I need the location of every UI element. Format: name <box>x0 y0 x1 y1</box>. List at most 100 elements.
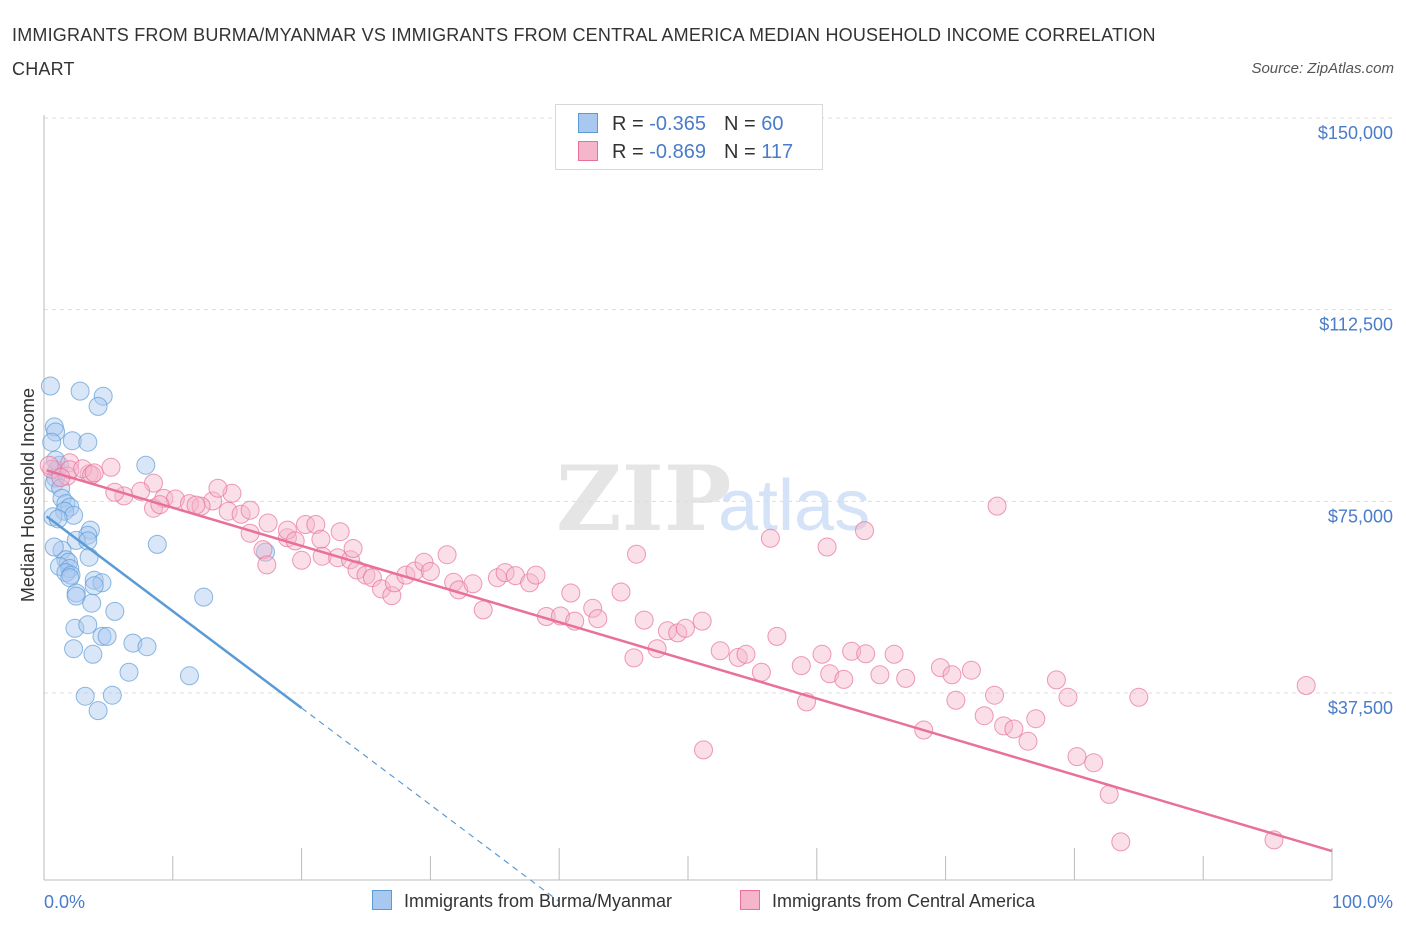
central-america-point <box>73 459 93 479</box>
burma-point <box>62 431 82 451</box>
burma-point <box>83 644 103 664</box>
central-america-point <box>692 611 712 631</box>
central-america-point <box>330 522 350 542</box>
central-america-point <box>820 664 840 684</box>
central-america-point <box>258 513 278 533</box>
burma-point <box>136 455 156 475</box>
central-america-point <box>1046 670 1066 690</box>
y-axis-label: Median Household Income <box>18 388 38 602</box>
series-legend-label-central-america: Immigrants from Central America <box>772 891 1036 911</box>
central-america-point <box>240 500 260 520</box>
central-america-point <box>343 539 363 558</box>
central-america-point <box>520 573 540 593</box>
burma-point <box>40 376 60 396</box>
watermark-zip: ZIP <box>556 446 731 552</box>
burma-point <box>93 386 113 406</box>
central-america-point <box>39 455 59 475</box>
central-america-point <box>222 483 242 503</box>
central-america-point <box>561 583 581 603</box>
central-america-point <box>306 515 326 534</box>
series-burma-points <box>40 376 275 721</box>
burma-point <box>88 701 108 721</box>
legend-r-value: -0.869 <box>649 141 706 163</box>
burma-point <box>105 601 125 621</box>
trend-lines <box>45 469 1333 903</box>
x-tick-label-max: 100.0% <box>1332 892 1393 912</box>
central-america-point <box>736 644 756 664</box>
central-america-point <box>611 582 631 602</box>
central-america-point <box>624 648 644 668</box>
central-america-point <box>760 528 780 548</box>
legend-n-label: N = <box>723 141 762 163</box>
burma-point <box>97 626 117 646</box>
central-america-trend-line <box>46 469 1333 853</box>
central-america-point <box>473 600 493 620</box>
burma-point <box>44 537 64 557</box>
central-america-point <box>627 544 646 564</box>
burma-point <box>84 570 104 590</box>
legend-row-burma: R = -0.365 N = 60 <box>578 113 783 137</box>
central-america-point <box>751 662 771 682</box>
burma-point <box>194 587 214 607</box>
burma-point <box>78 432 98 452</box>
central-america-point <box>987 496 1007 516</box>
central-america-point <box>414 552 434 572</box>
central-america-point <box>1084 753 1104 773</box>
central-america-point <box>817 537 837 557</box>
central-america-point <box>84 463 104 483</box>
central-america-point <box>1296 676 1316 695</box>
y-tick-label: $37,500 <box>1328 698 1393 718</box>
burma-point <box>180 666 199 686</box>
central-america-point <box>1129 687 1149 707</box>
burma-point <box>55 501 75 521</box>
central-america-point <box>767 626 787 646</box>
correlation-legend: R = -0.365 N = 60 R = -0.869 N = 117 <box>555 104 823 170</box>
burma-point <box>119 662 139 682</box>
x-tick-label-min: 0.0% <box>44 892 85 912</box>
series-legend-burma: Immigrants from Burma/Myanmar <box>372 890 672 916</box>
central-america-point <box>896 668 916 688</box>
burma-trend-line <box>45 515 303 709</box>
central-america-point <box>253 540 273 560</box>
central-america-point <box>634 610 654 630</box>
burma-point <box>65 618 85 638</box>
central-america-point <box>710 641 730 661</box>
source-label: Source: ZipAtlas.com <box>1251 60 1394 77</box>
central-america-point <box>856 644 876 664</box>
central-america-point <box>1018 731 1038 751</box>
central-america-point <box>942 665 962 685</box>
y-tick-label: $112,500 <box>1319 315 1393 335</box>
central-america-point <box>437 545 457 565</box>
central-america-point <box>930 658 950 678</box>
central-america-point <box>974 706 994 726</box>
burma-point <box>66 586 86 606</box>
central-america-point <box>588 609 608 629</box>
y-tick-label: $150,000 <box>1318 123 1393 143</box>
series-legend-swatch-central-america <box>740 890 760 910</box>
central-america-point <box>1026 709 1046 729</box>
legend-r-value: -0.365 <box>649 113 706 135</box>
central-america-point <box>994 716 1014 736</box>
legend-n-label: N = <box>723 113 762 135</box>
legend-swatch-central-america <box>578 141 598 161</box>
central-america-point <box>526 565 546 585</box>
burma-point <box>56 563 76 583</box>
burma-point <box>56 494 76 514</box>
central-america-point <box>1004 719 1024 739</box>
zipatlas-watermark: ZIP atlas <box>556 446 870 552</box>
burma-point <box>51 478 71 498</box>
legend-swatch-burma <box>578 113 598 133</box>
central-america-point <box>463 574 483 594</box>
burma-point <box>147 534 167 554</box>
legend-row-central-america: R = -0.869 N = 117 <box>578 141 793 165</box>
central-america-point <box>257 555 277 575</box>
central-america-point <box>583 598 603 618</box>
burma-point <box>102 685 122 705</box>
burma-point <box>64 505 84 525</box>
legend-r-label: R = <box>612 113 650 135</box>
burma-point <box>78 615 98 635</box>
central-america-point <box>675 618 695 638</box>
central-america-point <box>842 641 862 661</box>
gridlines <box>44 117 1393 694</box>
central-america-point <box>231 504 251 524</box>
